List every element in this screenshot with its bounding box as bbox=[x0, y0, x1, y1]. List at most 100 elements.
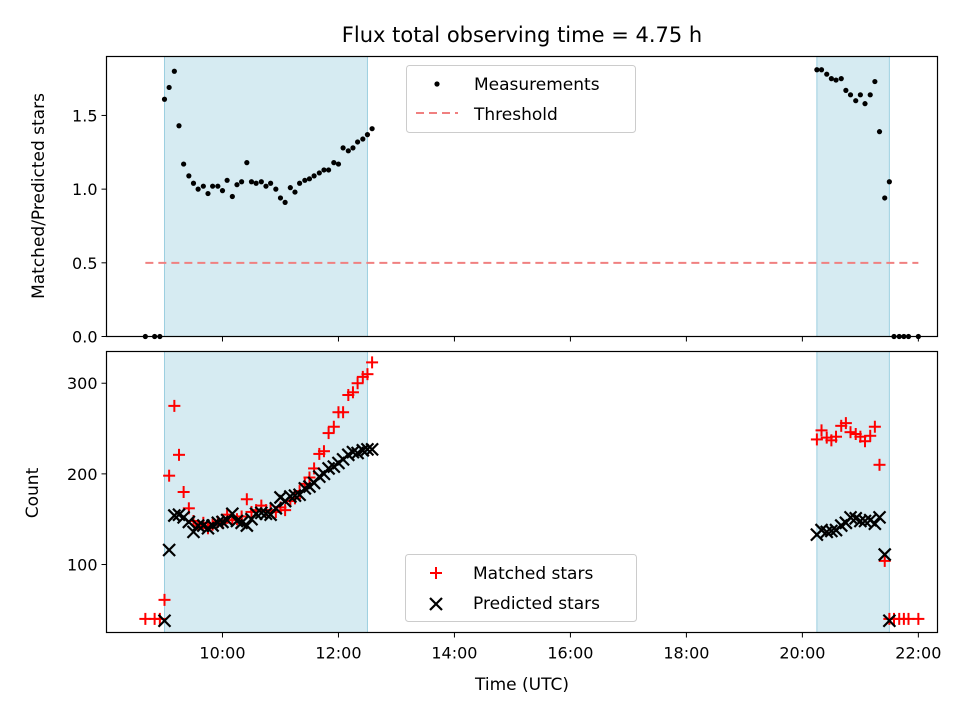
matched-star-point bbox=[172, 448, 185, 461]
measurement-point bbox=[287, 185, 293, 191]
measurement-point bbox=[350, 145, 356, 151]
matched-star-point bbox=[158, 593, 171, 606]
measurement-point bbox=[886, 179, 892, 185]
predicted-star-point bbox=[288, 488, 302, 503]
measurement-point bbox=[234, 182, 240, 188]
predicted-star-point bbox=[162, 543, 176, 557]
matched-star-point bbox=[815, 424, 828, 437]
predicted-star-point bbox=[858, 514, 872, 528]
measurement-point bbox=[838, 76, 844, 82]
predicted-star-point bbox=[269, 501, 283, 516]
legend-matched-label: Matched stars bbox=[473, 564, 593, 584]
measurement-point bbox=[190, 180, 197, 186]
bottom-x-axis: 10:00 12:00 14:00 16:00 18:00 20:00 22:00 bbox=[199, 632, 941, 663]
matched-star-point bbox=[912, 612, 925, 625]
predicted-star-point bbox=[843, 510, 858, 525]
bottom-legend-box bbox=[405, 554, 637, 622]
measurement-point bbox=[166, 84, 172, 91]
top-observing-windows bbox=[163, 56, 890, 337]
matched-star-point bbox=[177, 486, 190, 498]
measurement-point bbox=[828, 76, 834, 82]
matched-star-point bbox=[839, 417, 852, 430]
measurement-point bbox=[248, 179, 255, 185]
bottom-axes-frame bbox=[105, 350, 939, 634]
measurement-point bbox=[181, 161, 187, 167]
predicted-star-point bbox=[360, 442, 375, 457]
top-legend-box bbox=[406, 65, 636, 133]
legend-measurements-marker bbox=[434, 81, 440, 87]
observing-window-band bbox=[816, 56, 890, 337]
measurement-point bbox=[205, 190, 211, 197]
matched-star-point bbox=[322, 427, 335, 440]
measurement-point bbox=[273, 186, 279, 192]
star-count-series bbox=[139, 356, 925, 628]
bottom-y-axis: 100 200 300 bbox=[67, 374, 107, 575]
matched-star-point bbox=[830, 430, 843, 443]
measurement-point bbox=[316, 170, 322, 176]
measurement-point bbox=[331, 160, 337, 166]
measurement-point bbox=[224, 177, 230, 183]
y-tick-label: 300 bbox=[67, 374, 98, 393]
legend-predicted-marker bbox=[429, 597, 443, 611]
observing-window-band bbox=[816, 351, 890, 633]
measurement-point bbox=[292, 189, 298, 195]
predicted-star-point bbox=[872, 510, 887, 525]
top-x-ticks bbox=[221, 336, 919, 342]
x-tick-label: 20:00 bbox=[779, 644, 825, 663]
matched-star-point bbox=[240, 493, 253, 506]
x-tick-label: 14:00 bbox=[431, 644, 477, 663]
chart-title: Flux total observing time = 4.75 h bbox=[342, 23, 702, 47]
measurement-point bbox=[176, 123, 182, 129]
y-tick-label: 1.0 bbox=[72, 180, 97, 199]
measurement-point bbox=[364, 132, 371, 138]
bottom-observing-windows bbox=[163, 351, 890, 633]
measurement-point bbox=[161, 96, 168, 102]
top-axes-frame bbox=[105, 55, 939, 338]
matched-star-point bbox=[346, 386, 359, 399]
matched-star-point bbox=[366, 356, 379, 369]
predicted-star-point bbox=[824, 524, 839, 538]
x-tick-label: 18:00 bbox=[663, 644, 709, 663]
matched-star-point bbox=[810, 433, 823, 446]
measurement-point bbox=[876, 129, 883, 135]
matched-star-point bbox=[163, 469, 176, 482]
top-y-axis: 0.0 0.5 1.0 1.5 bbox=[72, 106, 107, 347]
measurement-point bbox=[824, 71, 830, 77]
predicted-star-point bbox=[259, 506, 273, 521]
measurement-point bbox=[258, 179, 264, 185]
measurement-point bbox=[818, 67, 825, 73]
bottom-legend: Matched stars Predicted stars bbox=[405, 554, 637, 622]
measurement-point bbox=[195, 186, 201, 192]
matched-star-point bbox=[864, 429, 877, 442]
top-legend: Measurements Threshold bbox=[406, 65, 636, 133]
predicted-star-point bbox=[868, 516, 882, 531]
legend-measurements-label: Measurements bbox=[474, 75, 600, 95]
matched-star-point bbox=[361, 368, 374, 381]
measurement-point bbox=[335, 161, 342, 167]
y-tick-label: 0.5 bbox=[72, 254, 97, 273]
matched-star-point bbox=[279, 504, 292, 517]
observing-window-band bbox=[164, 56, 368, 337]
y-tick-label: 100 bbox=[67, 556, 98, 575]
measurement-point bbox=[219, 188, 226, 194]
measurement-point bbox=[297, 180, 303, 186]
predicted-star-point bbox=[249, 506, 263, 521]
measurement-point bbox=[253, 180, 259, 186]
measurement-point bbox=[354, 139, 361, 145]
measurement-point bbox=[282, 199, 288, 205]
legend-matched-marker bbox=[430, 567, 442, 579]
matched-star-point bbox=[844, 426, 857, 439]
measurement-point bbox=[171, 68, 177, 74]
measurement-point bbox=[882, 195, 888, 201]
measurement-point bbox=[215, 183, 221, 189]
measurement-point bbox=[263, 183, 269, 189]
measurement-point bbox=[229, 193, 235, 200]
x-tick-label: 10:00 bbox=[199, 644, 245, 663]
measurement-point bbox=[867, 92, 873, 98]
measurement-point bbox=[369, 126, 375, 132]
x-tick-label: 12:00 bbox=[315, 644, 361, 663]
predicted-star-point bbox=[157, 613, 172, 628]
measurement-point bbox=[268, 180, 274, 186]
measurement-point bbox=[277, 195, 284, 201]
